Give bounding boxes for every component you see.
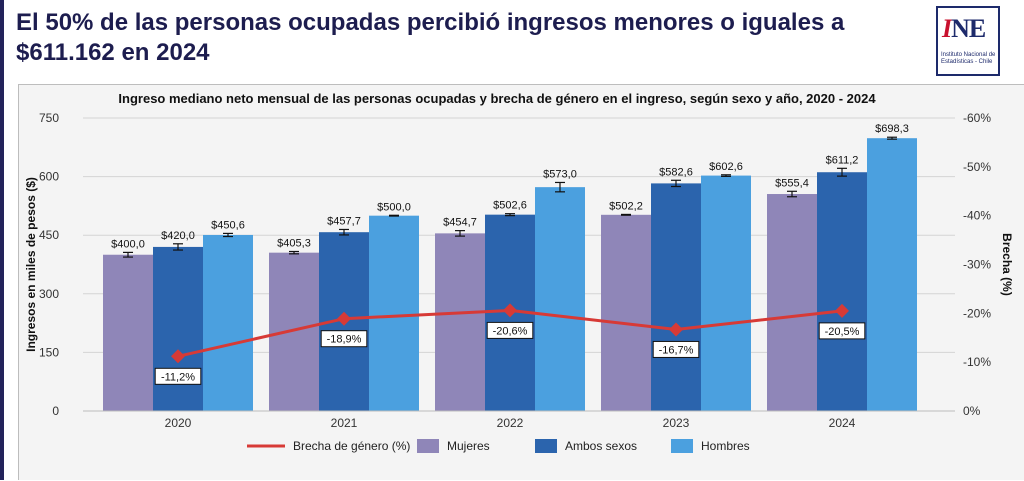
chart: Ingreso mediano neto mensual de las pers… (24, 91, 1014, 453)
y-tick-label: 750 (39, 111, 59, 125)
gap-label-box (320, 330, 368, 348)
gap-marker (171, 349, 185, 364)
gap-label: -11,2% (161, 371, 195, 383)
gap-label-box (818, 322, 866, 340)
legend-label: Brecha de género (%) (293, 439, 410, 453)
bar-ambos-sexos (153, 246, 203, 411)
gap-label: -16,7% (659, 344, 694, 356)
x-tick-label: 2023 (663, 416, 690, 430)
bar-mujeres (269, 252, 319, 411)
bar-value-label: $450,6 (211, 219, 245, 231)
bar-hombres (701, 175, 751, 411)
ine-logo: INE Instituto Nacional de Estadísticas -… (936, 6, 1000, 76)
y2-tick-label: 0% (963, 404, 981, 418)
bar-value-label: $400,0 (111, 238, 145, 250)
legend-label: Mujeres (447, 439, 490, 453)
y-tick-label: 450 (39, 228, 59, 242)
y2-tick-label: -30% (963, 258, 991, 272)
bar-hombres (535, 187, 585, 411)
y-tick-label: 300 (39, 287, 59, 301)
y2-tick-label: -40% (963, 209, 991, 223)
bar-hombres (203, 234, 253, 411)
y2-tick-label: -20% (963, 306, 991, 320)
chart-panel: Ingreso mediano neto mensual de las pers… (18, 84, 1024, 480)
bar-hombres (369, 215, 419, 411)
bar-value-label: $582,6 (659, 166, 693, 178)
logo-mark: INE (942, 14, 986, 43)
y-tick-label: 0 (52, 404, 59, 418)
legend-swatch (671, 439, 693, 453)
x-tick-label: 2021 (331, 416, 358, 430)
gap-label: -20,5% (825, 326, 860, 338)
gap-marker (669, 322, 683, 337)
bar-value-label: $555,4 (775, 177, 809, 189)
gap-marker (835, 303, 849, 318)
x-tick-label: 2020 (165, 416, 192, 430)
y-tick-label: 600 (39, 170, 59, 184)
y-axis-title: Ingresos en miles de pesos ($) (24, 177, 38, 352)
legend-label: Ambos sexos (565, 439, 637, 453)
gap-label-box (154, 367, 202, 385)
accent-bar (0, 0, 4, 480)
bar-ambos-sexos (817, 172, 867, 411)
bar-value-label: $457,7 (327, 215, 361, 227)
bar-value-label: $405,3 (277, 237, 311, 249)
y2-axis-title: Brecha (%) (1000, 233, 1014, 296)
legend-swatch (417, 439, 439, 453)
bar-value-label: $698,3 (875, 123, 909, 135)
bar-value-label: $502,2 (609, 200, 643, 212)
bar-value-label: $502,6 (493, 200, 527, 212)
gap-label-box (486, 321, 534, 339)
gap-marker (337, 311, 351, 326)
y2-tick-label: -50% (963, 160, 991, 174)
y-tick-label: 150 (39, 345, 59, 359)
bar-value-label: $611,2 (826, 154, 859, 166)
bar-mujeres (103, 254, 153, 411)
logo-caption: Instituto Nacional de Estadísticas - Chi… (941, 52, 996, 65)
y2-tick-label: -60% (963, 111, 991, 125)
page-headline: El 50% de las personas ocupadas percibió… (16, 9, 845, 66)
bar-value-label: $454,7 (443, 217, 477, 229)
gap-label: -20,6% (493, 325, 528, 337)
gap-label-box (652, 340, 700, 358)
y2-tick-label: -10% (963, 355, 991, 369)
bar-mujeres (601, 214, 651, 411)
bar-hombres (867, 138, 917, 412)
bar-value-label: $602,6 (709, 161, 743, 173)
bar-ambos-sexos (651, 183, 701, 411)
bar-value-label: $420,0 (161, 230, 195, 242)
gap-marker (503, 303, 517, 318)
x-tick-label: 2024 (829, 416, 856, 430)
x-tick-label: 2022 (497, 416, 524, 430)
gap-label: -18,9% (327, 334, 362, 346)
bar-mujeres (435, 233, 485, 411)
bar-mujeres (767, 194, 817, 411)
bar-value-label: $573,0 (543, 168, 577, 180)
legend-label: Hombres (701, 439, 750, 453)
bar-value-label: $500,0 (377, 201, 411, 213)
legend-swatch (535, 439, 557, 453)
chart-title: Ingreso mediano neto mensual de las pers… (118, 91, 876, 106)
